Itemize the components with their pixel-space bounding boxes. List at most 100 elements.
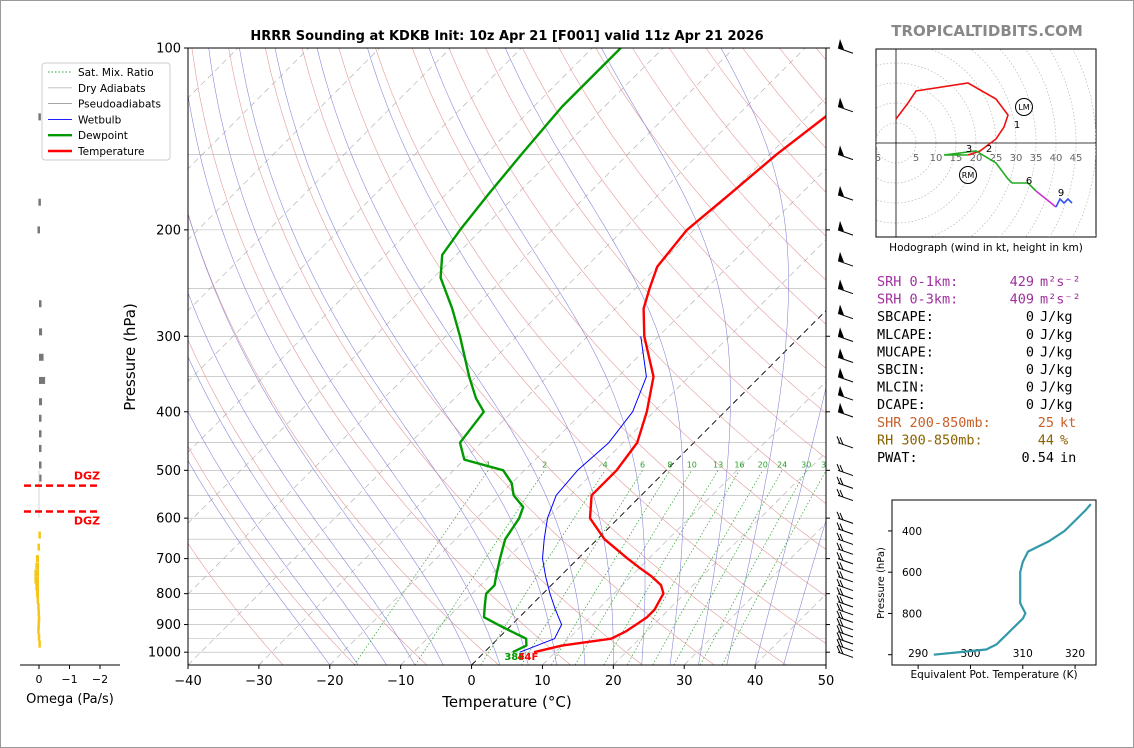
hodograph-ring-label: 10 xyxy=(930,153,943,164)
wind-barb-staff xyxy=(837,616,854,623)
omega-bar xyxy=(39,328,43,336)
omega-bar xyxy=(37,615,41,623)
wind-barb-feather xyxy=(839,477,844,486)
pseudoadiabat-line xyxy=(720,48,789,665)
wind-barb-staff xyxy=(837,494,854,502)
skewt-plot-area xyxy=(187,47,827,666)
pseudoadiabat-line xyxy=(367,48,614,665)
wind-barb-feather xyxy=(839,604,844,612)
isotherm-line xyxy=(542,381,826,665)
wind-barb-feather xyxy=(836,463,841,472)
index-value: 0 xyxy=(1026,362,1034,378)
wind-barb-staff xyxy=(837,411,854,418)
wind-barb-feather xyxy=(836,632,841,640)
index-unit: J/kg xyxy=(1040,362,1073,378)
mixing-ratio-line xyxy=(480,470,606,665)
wind-barb-flag xyxy=(838,402,844,414)
wind-barb-feather xyxy=(839,640,844,648)
dewpoint-profile-line xyxy=(439,48,622,654)
wind-barb-staff xyxy=(837,528,854,535)
omega-bar xyxy=(36,596,40,604)
omega-bar xyxy=(37,602,40,610)
hodograph-trace xyxy=(943,150,1013,184)
dry-adiabat-line xyxy=(375,48,826,597)
omega-bar xyxy=(39,430,42,438)
wind-barb-feather xyxy=(839,543,844,552)
index-label: SRH 0-1km: xyxy=(877,274,958,290)
surface-temp-label: 44F xyxy=(518,652,539,663)
wind-barb-feather xyxy=(836,645,841,654)
mixing-ratio-line xyxy=(354,470,489,665)
mixing-ratio-line xyxy=(699,470,807,665)
omega-panel: 0 −1 −2 DGZ DGZ xyxy=(20,113,120,686)
index-value: 409 xyxy=(1010,292,1034,308)
hodograph-ring-label: 45 xyxy=(1070,153,1083,164)
wind-barb-feather xyxy=(839,646,844,655)
isotherm-line xyxy=(188,48,806,665)
dry-adiabat-line xyxy=(265,48,715,665)
mixing-ratio-label: 8 xyxy=(667,460,672,469)
wind-barb-feather xyxy=(836,603,841,611)
wind-barb-staff xyxy=(837,517,854,524)
omega-bar xyxy=(37,626,40,634)
omega-bar xyxy=(39,376,46,384)
index-unit: m²s⁻² xyxy=(1040,292,1081,308)
wind-barb-staff xyxy=(837,482,854,489)
wind-barb-feather xyxy=(839,562,844,570)
wind-barb-staff xyxy=(837,645,854,652)
wind-barb-feather xyxy=(839,588,844,596)
index-value: 0 xyxy=(1026,327,1034,343)
index-value: 0 xyxy=(1026,397,1034,413)
dry-adiabat-line xyxy=(411,48,826,550)
theta-e-y-axis-label: Pressure (hPa) xyxy=(876,547,887,619)
hodograph-height-label: 6 xyxy=(1026,176,1032,187)
wind-barb-feather xyxy=(836,578,841,587)
wind-barb-staff xyxy=(837,335,854,342)
wind-barb-staff xyxy=(837,229,854,236)
omega-bar xyxy=(38,640,41,648)
omega-bar xyxy=(38,531,41,539)
y-tick-label: 700 xyxy=(156,552,181,567)
omega-bar xyxy=(38,198,41,206)
hodograph-trace xyxy=(895,82,1009,156)
index-value: 0 xyxy=(1026,309,1034,325)
omega-bar xyxy=(39,300,42,308)
omega-bar xyxy=(39,353,44,361)
wetbulb-profile-line xyxy=(519,336,647,653)
isotherm-line xyxy=(188,48,735,595)
wind-barb-feather xyxy=(839,571,844,579)
mixing-ratio-label: 13 xyxy=(713,460,723,469)
wind-barb-staff xyxy=(837,651,854,658)
mixing-ratio-line xyxy=(603,470,719,665)
wind-barb-feather xyxy=(836,625,841,633)
dry-adiabat-line xyxy=(228,48,643,665)
wind-barb-feather xyxy=(839,533,844,542)
hodograph-ring-label: 20 xyxy=(970,153,983,164)
wind-barb-flag xyxy=(838,279,844,290)
wind-barb-staff xyxy=(837,624,854,631)
isotherm-line xyxy=(684,522,826,665)
wind-barb-feather xyxy=(836,511,841,520)
x-tick-label: 40 xyxy=(747,674,764,689)
x-tick-label: 30 xyxy=(676,674,693,689)
theta-e-frame xyxy=(891,499,1097,666)
omega-bar xyxy=(35,583,39,591)
wind-barb-staff xyxy=(837,638,854,645)
isotherm-line xyxy=(613,451,826,665)
wind-barb-feather xyxy=(836,587,841,595)
x-tick-label: 20 xyxy=(605,674,622,689)
theta-e-y-tick-label: 800 xyxy=(902,608,922,620)
wind-barb-feather xyxy=(839,619,844,627)
wind-barb-feather xyxy=(836,610,841,619)
theta-e-x-tick-label: 320 xyxy=(1065,648,1085,660)
omega-bar xyxy=(39,414,42,422)
wind-barb-staff xyxy=(837,631,854,638)
dry-adiabat-line xyxy=(188,213,499,665)
temperature-profile-line xyxy=(533,114,826,654)
wind-barb-staff xyxy=(837,376,854,383)
hodograph-trace xyxy=(1035,190,1057,208)
hodograph-ring-label: 5 xyxy=(913,153,919,164)
hodograph-height-label: 1 xyxy=(1014,120,1020,131)
index-label: PWAT: xyxy=(877,450,918,466)
wind-barb-staff xyxy=(837,576,854,583)
